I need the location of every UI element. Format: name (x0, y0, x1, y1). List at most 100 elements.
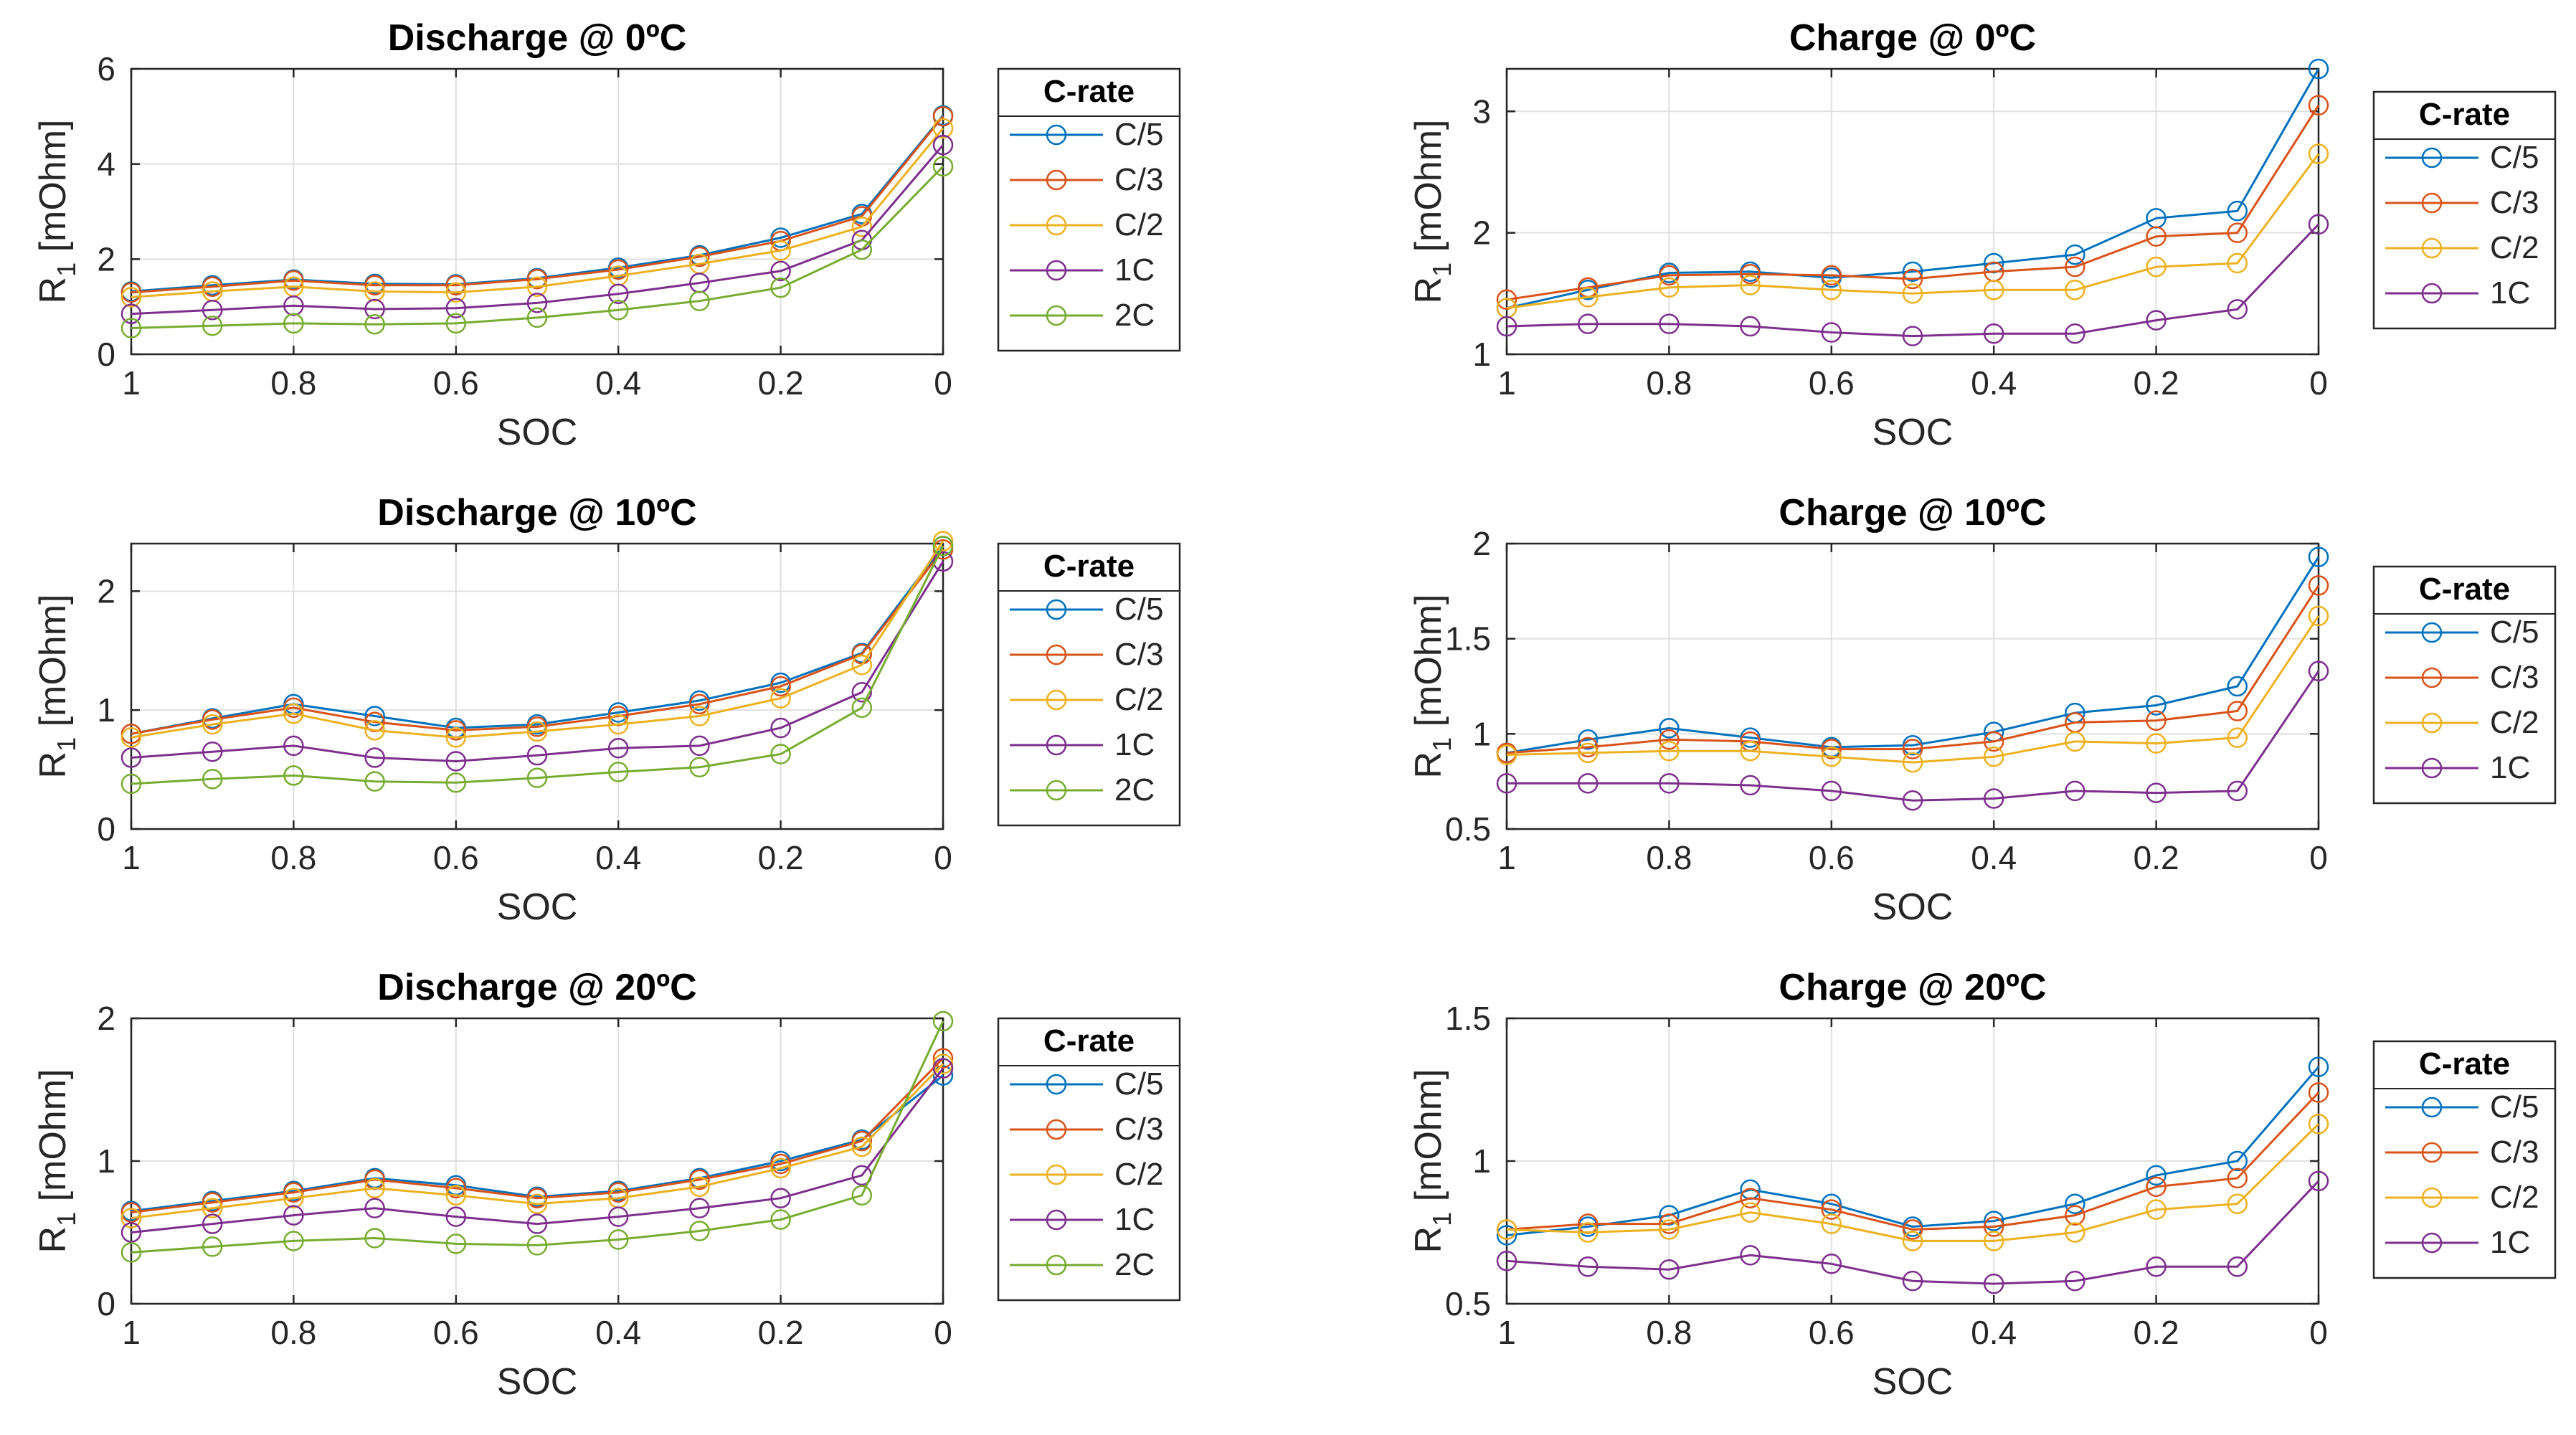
y-tick-label: 1.5 (1445, 620, 1491, 658)
x-tick-label: 0.2 (758, 1314, 804, 1351)
series-line (131, 144, 944, 316)
data-point (2308, 1082, 2329, 1103)
legend-swatch-marker (2421, 1187, 2443, 1208)
legend: C-rate C/5 C/3 C/2 1C 2C (997, 1017, 1181, 1302)
data-point (2065, 279, 2085, 300)
data-point (607, 762, 629, 782)
legend-swatch-marker (1046, 169, 1067, 191)
data-point (2227, 1193, 2248, 1214)
data-point (2146, 782, 2167, 803)
legend-swatch-marker (2421, 192, 2443, 214)
legend-entry-label: C/5 (1114, 1066, 1163, 1102)
legend-box (2372, 90, 2557, 330)
legend-entry-label: C/5 (2490, 615, 2539, 650)
data-point (526, 744, 548, 766)
data-point (1740, 275, 1761, 295)
series-line (1506, 1180, 2320, 1285)
data-point (120, 1208, 142, 1228)
data-point (1902, 790, 1923, 811)
data-point (1659, 265, 1680, 286)
data-point (770, 1188, 791, 1208)
data-point (932, 1053, 954, 1074)
data-point (607, 714, 629, 735)
data-point (1496, 744, 1517, 765)
data-point (689, 1169, 710, 1190)
legend-swatch-marker (1046, 1209, 1067, 1231)
data-point (689, 290, 710, 311)
data-point (202, 1213, 223, 1234)
y-tick-label: 2 (97, 240, 115, 278)
data-point (932, 1058, 954, 1079)
data-point (1659, 1219, 1680, 1240)
data-point (120, 282, 142, 303)
data-point (2308, 1114, 2329, 1135)
data-point (1821, 265, 1842, 286)
data-point (445, 772, 467, 793)
axes-box (1505, 67, 2320, 356)
data-point (1577, 313, 1599, 334)
data-point (364, 275, 385, 296)
legend-entry-label: C/3 (1114, 637, 1163, 672)
data-point (2146, 256, 2167, 278)
data-point (120, 287, 142, 308)
data-point (1902, 268, 1923, 290)
series-line (131, 1057, 944, 1214)
x-axis-label: SOC (1872, 886, 1954, 928)
data-point (2146, 226, 2167, 247)
data-point (1821, 780, 1842, 802)
y-tick-label: 0 (97, 336, 115, 373)
data-point (364, 720, 385, 741)
x-axis-label: SOC (1872, 412, 1954, 453)
data-point (1983, 731, 2004, 752)
series-line (1506, 104, 2320, 301)
data-point (607, 1182, 629, 1203)
y-tick-label: 2 (1472, 525, 1491, 562)
data-point (2146, 1256, 2167, 1277)
data-point (1983, 788, 2004, 809)
data-point (689, 1176, 710, 1198)
plot-area (1507, 544, 2319, 829)
data-point (1902, 752, 1923, 773)
data-point (526, 1193, 548, 1214)
data-point (770, 717, 791, 739)
data-point (932, 531, 954, 551)
data-point (526, 716, 548, 737)
data-point (851, 697, 873, 719)
legend-box (2372, 565, 2557, 805)
data-point (2227, 780, 2248, 802)
y-axis-label: R1 [mOhm] (32, 595, 81, 779)
data-point (2146, 1165, 2167, 1186)
data-point (932, 1065, 954, 1086)
series-line (131, 1063, 944, 1220)
legend-entry-label: C/3 (1114, 162, 1163, 197)
legend-title: C-rate (1043, 1023, 1135, 1059)
legend: C-rate C/5 C/3 C/2 1C (2372, 90, 2557, 330)
x-tick-label: 0 (934, 364, 952, 402)
data-point (770, 744, 791, 764)
data-point (1902, 1231, 1923, 1251)
data-point (851, 216, 873, 237)
chart-title: Charge @ 10ºC (1779, 492, 2046, 534)
y-tick-label: 0 (97, 810, 115, 848)
legend-swatch-marker (1046, 260, 1067, 281)
data-point (283, 697, 304, 719)
data-point (932, 1048, 954, 1069)
data-point (283, 735, 304, 757)
data-point (607, 1206, 629, 1227)
y-axis-label: R1 [mOhm] (1408, 595, 1457, 779)
x-tick-label: 0 (2309, 839, 2328, 876)
axes-box (130, 67, 944, 356)
data-point (202, 1198, 223, 1218)
x-tick-label: 0.8 (1646, 1314, 1692, 1351)
y-tick-label: 1.5 (1445, 1000, 1491, 1037)
data-point (2146, 710, 2167, 731)
data-point (526, 1188, 548, 1208)
series-group (1496, 1056, 2329, 1294)
x-tick-label: 0.6 (1809, 364, 1855, 402)
legend-swatch-marker (1046, 1074, 1067, 1095)
data-point (364, 706, 385, 726)
data-point (1740, 740, 1761, 762)
data-point (932, 106, 954, 127)
data-point (689, 735, 710, 757)
